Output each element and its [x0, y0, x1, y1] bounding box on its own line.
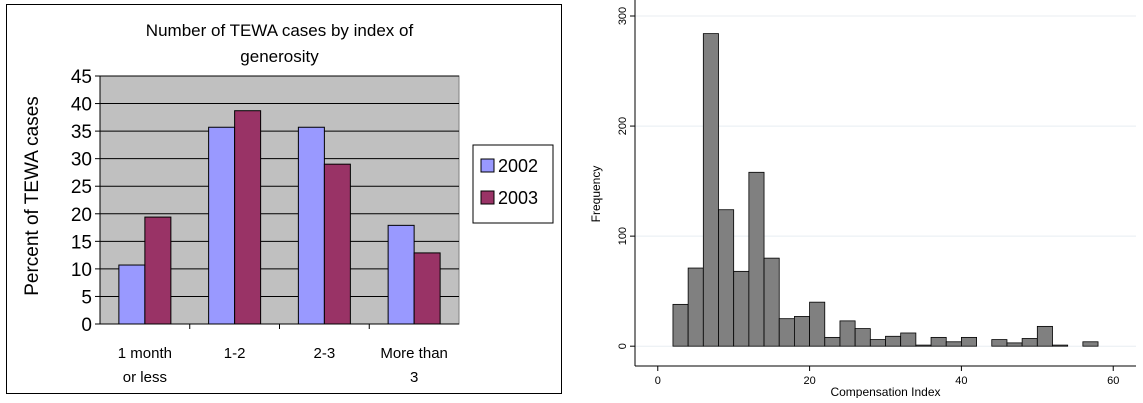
histogram-bar — [1006, 342, 1023, 347]
histogram-bar — [885, 335, 902, 347]
histogram-bar — [900, 332, 917, 347]
x-tick-label: More than — [380, 345, 448, 362]
histogram-bar — [687, 267, 704, 347]
right-chart-panel: 0 100 200 300 0 20 40 60 Compensation Index Frequ… — [572, 0, 1143, 399]
histogram-bar — [1082, 341, 1099, 347]
bar-2003 — [323, 163, 351, 325]
histogram-bar — [733, 270, 750, 347]
bar-2003 — [144, 216, 172, 325]
tewa-bar-chart: Number of TEWA cases by index of generosi… — [6, 4, 562, 394]
chart-title: Number of TEWA cases by index of — [146, 21, 414, 40]
histogram-bar — [1021, 338, 1038, 347]
x-tick-label: 1 month — [118, 345, 172, 362]
y-axis-label: Percent of TEWA cases — [22, 96, 43, 296]
x-axis-label: Compensation Index — [830, 385, 940, 398]
histogram-bar — [1036, 325, 1053, 347]
y-tick-label: 100 — [617, 227, 629, 245]
legend-swatch-2002 — [480, 158, 495, 173]
y-tick-label: 0 — [617, 343, 629, 349]
legend-box — [472, 144, 554, 224]
histogram-bar — [702, 33, 719, 347]
histogram-bar — [748, 171, 765, 347]
histogram-bar — [809, 301, 826, 347]
histogram-bar — [778, 318, 795, 347]
legend-label-2003: 2003 — [498, 188, 538, 208]
histogram-bar — [794, 316, 810, 347]
left-chart-panel: Number of TEWA cases by index of generosi… — [6, 4, 562, 394]
x-tick-label: 3 — [410, 369, 418, 386]
bar-2002 — [387, 224, 415, 325]
chart-title: generosity — [240, 47, 319, 66]
y-axis-label: Frequency — [589, 166, 603, 223]
bar-2003 — [234, 110, 262, 325]
y-tick-label: 10 — [71, 260, 92, 281]
legend-swatch-2003 — [480, 190, 495, 205]
y-tick-label: 20 — [71, 205, 92, 226]
y-tick-label: 30 — [71, 150, 92, 171]
y-tick-label: 300 — [617, 7, 629, 25]
x-tick-label: 40 — [955, 375, 967, 387]
x-tick-label: 0 — [655, 375, 661, 387]
histogram-bar — [961, 336, 977, 347]
histogram-bar — [672, 303, 689, 347]
y-tick-label: 5 — [81, 287, 92, 308]
histogram-bar — [718, 209, 735, 347]
y-tick-label: 40 — [71, 95, 92, 116]
y-tick-label: 25 — [71, 177, 92, 198]
histogram-bar — [915, 344, 932, 347]
histogram-bar — [869, 339, 886, 347]
y-tick-label: 0 — [81, 315, 92, 336]
y-tick-label: 35 — [71, 122, 92, 143]
histogram-bar — [991, 339, 1008, 347]
x-tick-label: 2-3 — [314, 345, 336, 362]
x-tick-label: 60 — [1107, 375, 1119, 387]
y-tick-label: 15 — [71, 232, 92, 253]
bar-2002 — [118, 264, 146, 325]
legend-label-2002: 2002 — [498, 156, 538, 176]
x-tick-label: or less — [123, 369, 167, 386]
bar-2002 — [297, 126, 325, 325]
x-tick-label: 20 — [803, 375, 815, 387]
y-tick-label: 200 — [617, 117, 629, 135]
histogram-bar — [824, 336, 841, 347]
histogram-bar — [945, 341, 962, 347]
y-tick-label: 45 — [71, 67, 92, 88]
histogram-bar — [763, 257, 780, 347]
histogram-bar — [839, 320, 856, 347]
histogram-bar — [1052, 344, 1069, 347]
x-tick-label: 1-2 — [224, 345, 246, 362]
bar-2003 — [413, 252, 441, 325]
histogram-bar — [854, 328, 871, 347]
histogram-bar — [930, 336, 947, 347]
compensation-histogram: 0 100 200 300 0 20 40 60 Compensation Index Frequ… — [589, 0, 1136, 399]
bar-2002 — [208, 126, 236, 325]
